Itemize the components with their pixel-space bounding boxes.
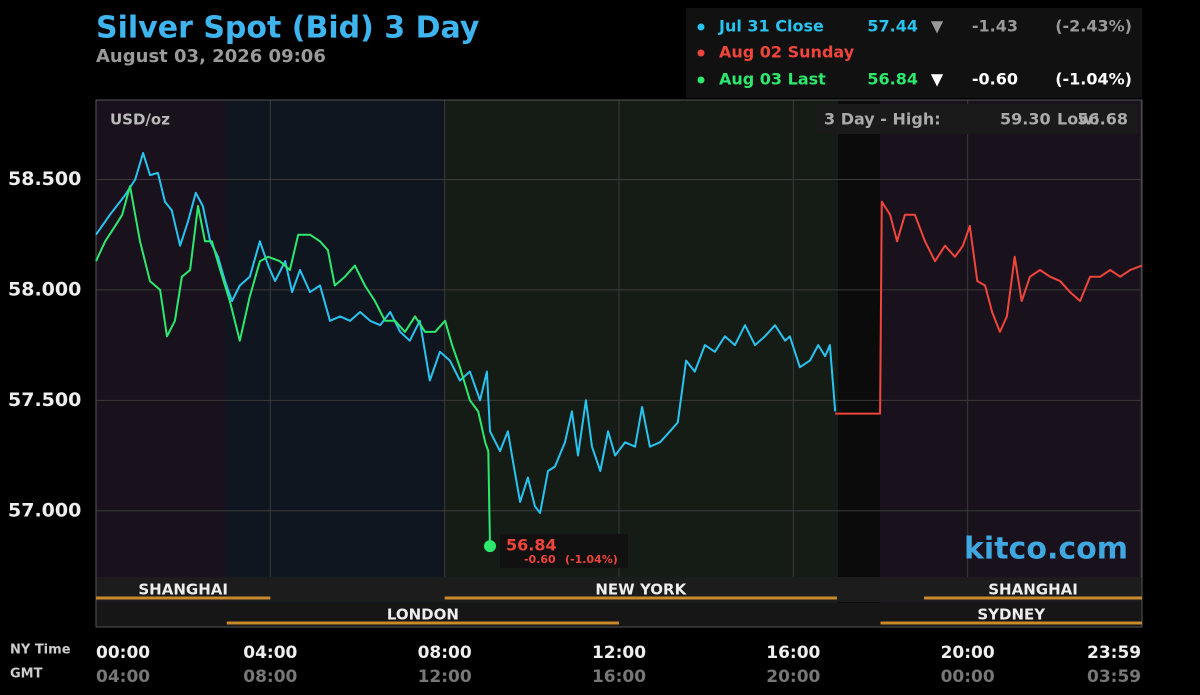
x2-tick-label: 08:00 (243, 667, 297, 687)
x-tick-label: 20:00 (941, 643, 995, 663)
last-label-price: 56.84 (506, 536, 557, 555)
x2-tick-label: 00:00 (941, 667, 995, 687)
legend-direction: ▼ (931, 17, 944, 36)
unit-label: USD/oz (110, 111, 170, 129)
x2-row-label: GMT (10, 667, 43, 682)
legend-price: 57.44 (867, 17, 918, 36)
last-label-box (499, 534, 628, 569)
x-tick-label: 12:00 (592, 643, 646, 663)
series-line (95, 185, 491, 547)
watermark: kitco.com (964, 532, 1128, 567)
session-label: LONDON (387, 606, 459, 624)
x2-tick-label: 04:00 (96, 667, 150, 687)
range-high: 59.30 (1000, 110, 1051, 129)
bg-sydney (880, 100, 1142, 627)
legend-box (686, 8, 1142, 98)
x-row-label: NY Time (10, 643, 71, 658)
x-tick-label: 16:00 (766, 643, 820, 663)
x2-tick-label: 03:59 (1087, 667, 1141, 687)
last-label-pct: (-1.04%) (565, 553, 618, 566)
y-tick-label: 57.500 (8, 389, 81, 411)
range-low: 56.68 (1077, 110, 1128, 129)
legend-price: 56.84 (867, 70, 918, 89)
x-tick-label: 00:00 (96, 643, 150, 663)
legend-change: -1.43 (972, 17, 1018, 36)
series-line (95, 152, 837, 514)
x-tick-label: 08:00 (418, 643, 472, 663)
last-label-change: -0.60 (524, 553, 556, 566)
legend-name: Aug 03 Last (719, 70, 826, 89)
range-box (816, 104, 1138, 134)
grid (95, 100, 1142, 577)
y-tick-label: 58.500 (8, 168, 81, 190)
session-label: SHANGHAI (988, 581, 1078, 599)
plot-border (95, 99, 1143, 628)
x2-tick-label: 20:00 (766, 667, 820, 687)
legend-name: Jul 31 Close (718, 17, 824, 36)
y-tick-label: 57.000 (8, 499, 81, 521)
range-low-prefix: Low: (1057, 110, 1099, 129)
x2-tick-label: 12:00 (418, 667, 472, 687)
legend-change-pct: (-2.43%) (1055, 17, 1132, 36)
chart-subtitle: August 03, 2026 09:06 (96, 46, 326, 67)
legend-dot (697, 49, 705, 57)
range-prefix: 3 Day - High: (824, 110, 941, 129)
session-label: SYDNEY (977, 606, 1046, 624)
session-label: NEW YORK (595, 581, 687, 599)
x-tick-label: 04:00 (243, 643, 297, 663)
x-tick-label: 23:59 (1087, 643, 1141, 663)
last-point (483, 540, 496, 553)
legend-dot (697, 23, 705, 31)
chart-title: Silver Spot (Bid) 3 Day (96, 11, 480, 46)
legend-change-pct: (-1.04%) (1055, 70, 1132, 89)
legend-direction: ▼ (931, 70, 944, 89)
bg-closed (838, 100, 880, 627)
session-label: SHANGHAI (138, 581, 228, 599)
legend-change: -0.60 (972, 70, 1018, 89)
x2-tick-label: 16:00 (592, 667, 646, 687)
legend-name: Aug 02 Sunday (719, 43, 855, 62)
y-tick-label: 58.000 (8, 278, 81, 300)
legend-dot (697, 76, 705, 84)
series-line (835, 200, 1143, 415)
bg-london (226, 100, 444, 627)
